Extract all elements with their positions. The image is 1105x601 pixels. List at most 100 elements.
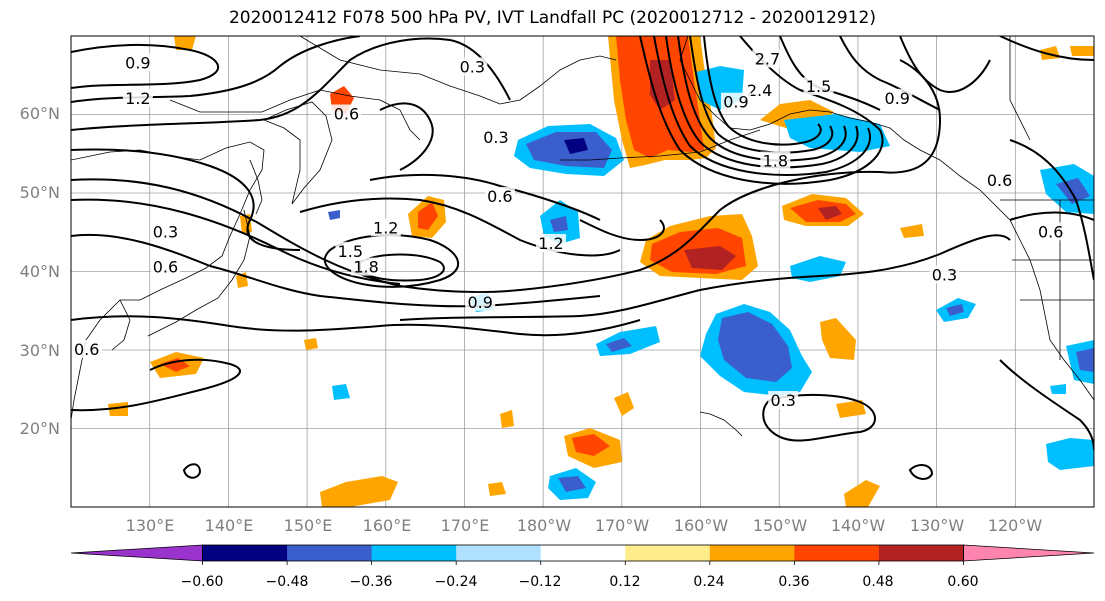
contour-east-3 [1009, 211, 1094, 221]
coast-asia [71, 141, 265, 421]
contour-label: 0.9 [885, 89, 910, 108]
lat-label-50n: 50°N [20, 183, 60, 202]
ivt-pc-shading [108, 36, 1094, 507]
negative-anomaly-small-14 [1050, 384, 1066, 394]
contour-label-background [720, 92, 751, 111]
lon-label-160e: 160°E [363, 516, 412, 535]
contour-label-background [150, 257, 181, 276]
contour-1.2-mid [299, 197, 621, 257]
colorbar-segment [625, 545, 711, 561]
contour-label-background [335, 241, 366, 260]
contour-label: 1.8 [763, 152, 788, 171]
colorbar-segment [371, 545, 457, 561]
negative-anomaly-150w-core [718, 312, 792, 382]
lat-label-20n: 20°N [20, 419, 60, 438]
contour-0.6-mid [369, 173, 601, 221]
contour-label: 1.5 [338, 242, 363, 261]
contour-gulf-alaska-2 [839, 36, 941, 111]
contour-1.8-closed [359, 253, 445, 282]
colorbar-segment [794, 545, 880, 561]
positive-anomaly-small-5 [320, 476, 398, 507]
negative-anomaly-small-8-core [1056, 178, 1090, 204]
contour-label-background [480, 128, 511, 147]
coast-siberia-north [299, 36, 617, 105]
positive-anomaly-small-6 [820, 318, 856, 360]
positive-anomaly-small-4-core [572, 434, 610, 456]
contour-label-background [457, 57, 488, 76]
positive-anomaly-small-7 [614, 392, 634, 416]
coast-japan [147, 209, 251, 337]
lon-label-170e: 170°E [441, 516, 490, 535]
colorbar-segment [202, 545, 288, 561]
coast-korea [111, 299, 131, 351]
contour-label-background [752, 49, 783, 68]
lon-label-160w: 160°W [674, 516, 729, 535]
contour-labels: 0.91.20.30.60.30.61.21.51.80.91.20.30.6 0… [71, 49, 1066, 410]
colorbar-tick-labels: −0.60 −0.48 −0.36 −0.24 −0.12 0.12 0.24 … [181, 574, 979, 590]
contour-label: 0.6 [1038, 222, 1063, 241]
positive-anomaly-small-11 [500, 410, 514, 428]
contour-label: 1.5 [806, 77, 831, 96]
lat-label-30n: 30°N [20, 341, 60, 360]
colorbar [70, 544, 1095, 565]
positive-anomaly-small-9 [844, 480, 880, 507]
colorbar-tick-label: 0.24 [693, 574, 724, 590]
border-canada-alaska [1009, 36, 1031, 141]
contour-label-background [984, 171, 1015, 190]
contour-east-1 [999, 36, 1094, 61]
contour-label-background [536, 234, 567, 253]
contour-label: 0.3 [460, 57, 485, 76]
coast-sakhalin [249, 159, 263, 215]
contour-label-background [882, 88, 913, 107]
colorbar-extend-min [70, 544, 203, 562]
contour-label-background [71, 340, 102, 358]
contour-label: 0.6 [153, 258, 178, 277]
lat-label-60n: 60°N [20, 104, 60, 123]
contour-0.3-far-south [999, 359, 1094, 451]
colorbar-tick-label: 0.60 [947, 574, 978, 590]
contour-label-background [768, 391, 799, 410]
contour-label: 0.9 [125, 53, 150, 72]
colorbar-tick-label: −0.36 [350, 574, 393, 590]
negative-anomaly-175e-max [564, 138, 588, 154]
contour-label: 0.6 [487, 187, 512, 206]
contour-label: 2.7 [755, 50, 780, 69]
contour-jet-south [71, 233, 601, 308]
negative-anomaly-small-5-core [946, 304, 964, 316]
colorbar-extend-max [963, 544, 1095, 562]
lon-label-130e: 130°E [126, 516, 175, 535]
positive-anomaly-small-17 [304, 338, 318, 350]
contour-0.3-sse [762, 393, 876, 442]
positive-anomaly-160w-max [684, 246, 736, 270]
contour-bering-1 [639, 36, 884, 185]
contour-east-2 [1009, 139, 1094, 281]
positive-anomaly-145w-max [818, 206, 842, 220]
lon-label-120w: 120°W [988, 516, 1043, 535]
colorbar-tick-label: 0.12 [609, 574, 640, 590]
contour-label: 0.6 [74, 340, 99, 359]
longitude-labels: 130°E 140°E 150°E 160°E 170°E 180°W 170°… [126, 516, 1043, 535]
contour-label-background [370, 218, 401, 237]
colorbar-tick-label: 0.48 [862, 574, 893, 590]
contour-small-loop [182, 463, 202, 479]
colorbar-tick-label: −0.12 [519, 574, 562, 590]
contour-label-background [122, 88, 153, 107]
contour-bering-6 [703, 36, 822, 146]
contour-label-background [1035, 222, 1066, 241]
coast-hawaii [699, 411, 743, 437]
negative-anomaly-small-13 [328, 210, 340, 220]
lon-label-150w: 150°W [753, 516, 808, 535]
colorbar-tick-label: 0.36 [778, 574, 809, 590]
contour-label-background [122, 53, 153, 72]
positive-anomaly-small-10 [836, 400, 866, 418]
contour-0.3-south [71, 315, 641, 337]
contour-label-background [351, 257, 382, 276]
contour-label-background [150, 222, 181, 241]
contour-0.9-north [71, 43, 220, 89]
contour-0.9-east [899, 36, 991, 93]
lat-label-40n: 40°N [20, 262, 60, 281]
colorbar-tick-label: −0.60 [181, 574, 224, 590]
map-frame [70, 35, 1095, 508]
contour-label: 0.3 [153, 222, 178, 241]
positive-anomaly-small-2 [174, 36, 196, 50]
